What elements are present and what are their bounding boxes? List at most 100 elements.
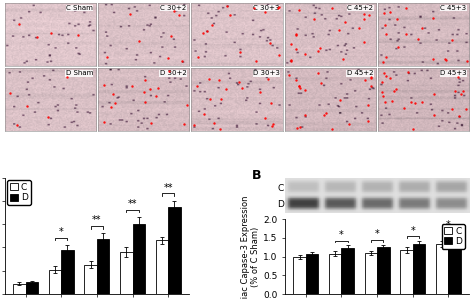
Bar: [133, 224, 145, 294]
Point: [448, 106, 456, 111]
Point: [152, 94, 159, 98]
Point: [275, 52, 283, 57]
Point: [383, 73, 390, 78]
Point: [441, 57, 448, 62]
Point: [33, 34, 40, 39]
Point: [367, 75, 374, 80]
Point: [111, 100, 118, 105]
Point: [261, 116, 269, 120]
Point: [310, 16, 318, 21]
Point: [418, 26, 425, 31]
Point: [135, 39, 143, 44]
Point: [128, 84, 136, 89]
Point: [199, 31, 207, 35]
Point: [400, 105, 408, 110]
Text: *: *: [410, 226, 415, 236]
Point: [301, 52, 309, 56]
Point: [380, 71, 388, 76]
Point: [194, 55, 202, 60]
Point: [269, 122, 276, 126]
Point: [409, 126, 417, 131]
Point: [287, 58, 294, 63]
Text: D 30+3: D 30+3: [253, 70, 280, 76]
Text: D Sham: D Sham: [66, 70, 93, 76]
Point: [378, 79, 386, 84]
Point: [217, 126, 224, 131]
Text: *: *: [446, 220, 451, 230]
Point: [286, 73, 293, 78]
Point: [292, 31, 300, 36]
Point: [316, 46, 324, 50]
Text: C 30+2: C 30+2: [160, 5, 186, 11]
Point: [170, 8, 178, 13]
Point: [382, 32, 390, 36]
Point: [403, 6, 410, 11]
Point: [448, 38, 456, 42]
Text: *: *: [375, 230, 380, 239]
Point: [362, 77, 369, 82]
Text: *: *: [339, 230, 344, 240]
Point: [63, 74, 71, 79]
Point: [191, 122, 198, 127]
Point: [382, 23, 389, 28]
Text: B: B: [252, 169, 261, 182]
Bar: [13, 284, 26, 294]
Bar: [400, 250, 413, 294]
Point: [103, 55, 110, 60]
Point: [146, 86, 154, 91]
Point: [430, 113, 438, 118]
Bar: [365, 253, 377, 294]
Point: [364, 103, 372, 108]
Text: D 45+3: D 45+3: [440, 70, 466, 76]
Point: [295, 84, 303, 89]
Point: [336, 97, 344, 102]
Point: [215, 78, 223, 82]
Point: [367, 74, 374, 79]
Point: [164, 56, 172, 61]
Point: [250, 5, 258, 10]
Point: [380, 11, 387, 16]
Point: [13, 123, 20, 128]
Point: [411, 100, 419, 105]
Point: [274, 6, 282, 10]
Point: [100, 83, 107, 88]
Point: [296, 8, 303, 13]
Point: [15, 21, 23, 26]
Point: [292, 47, 300, 52]
Legend: C, D: C, D: [8, 180, 31, 205]
Text: **: **: [164, 183, 173, 193]
Point: [457, 91, 465, 96]
Bar: [49, 269, 61, 294]
Point: [361, 40, 368, 44]
Point: [463, 58, 471, 63]
Point: [382, 100, 389, 105]
Point: [266, 41, 274, 46]
Point: [203, 29, 210, 34]
Point: [262, 9, 269, 14]
Point: [224, 4, 231, 9]
Point: [386, 76, 394, 81]
Point: [206, 96, 214, 101]
Point: [222, 86, 230, 91]
Bar: [84, 265, 97, 294]
Point: [296, 83, 303, 88]
Point: [328, 126, 336, 131]
Point: [44, 114, 52, 119]
Point: [328, 5, 336, 10]
Point: [296, 85, 304, 90]
Point: [393, 16, 401, 21]
Point: [267, 100, 275, 105]
Point: [183, 103, 191, 108]
Point: [100, 119, 108, 124]
Text: C Sham: C Sham: [66, 5, 93, 11]
Point: [414, 37, 422, 42]
Point: [360, 12, 367, 16]
Point: [205, 76, 213, 81]
Text: *: *: [59, 227, 64, 237]
Bar: [436, 244, 448, 294]
Point: [462, 106, 470, 111]
Point: [218, 97, 225, 101]
Point: [459, 88, 467, 93]
Point: [275, 4, 283, 9]
Point: [180, 122, 187, 127]
